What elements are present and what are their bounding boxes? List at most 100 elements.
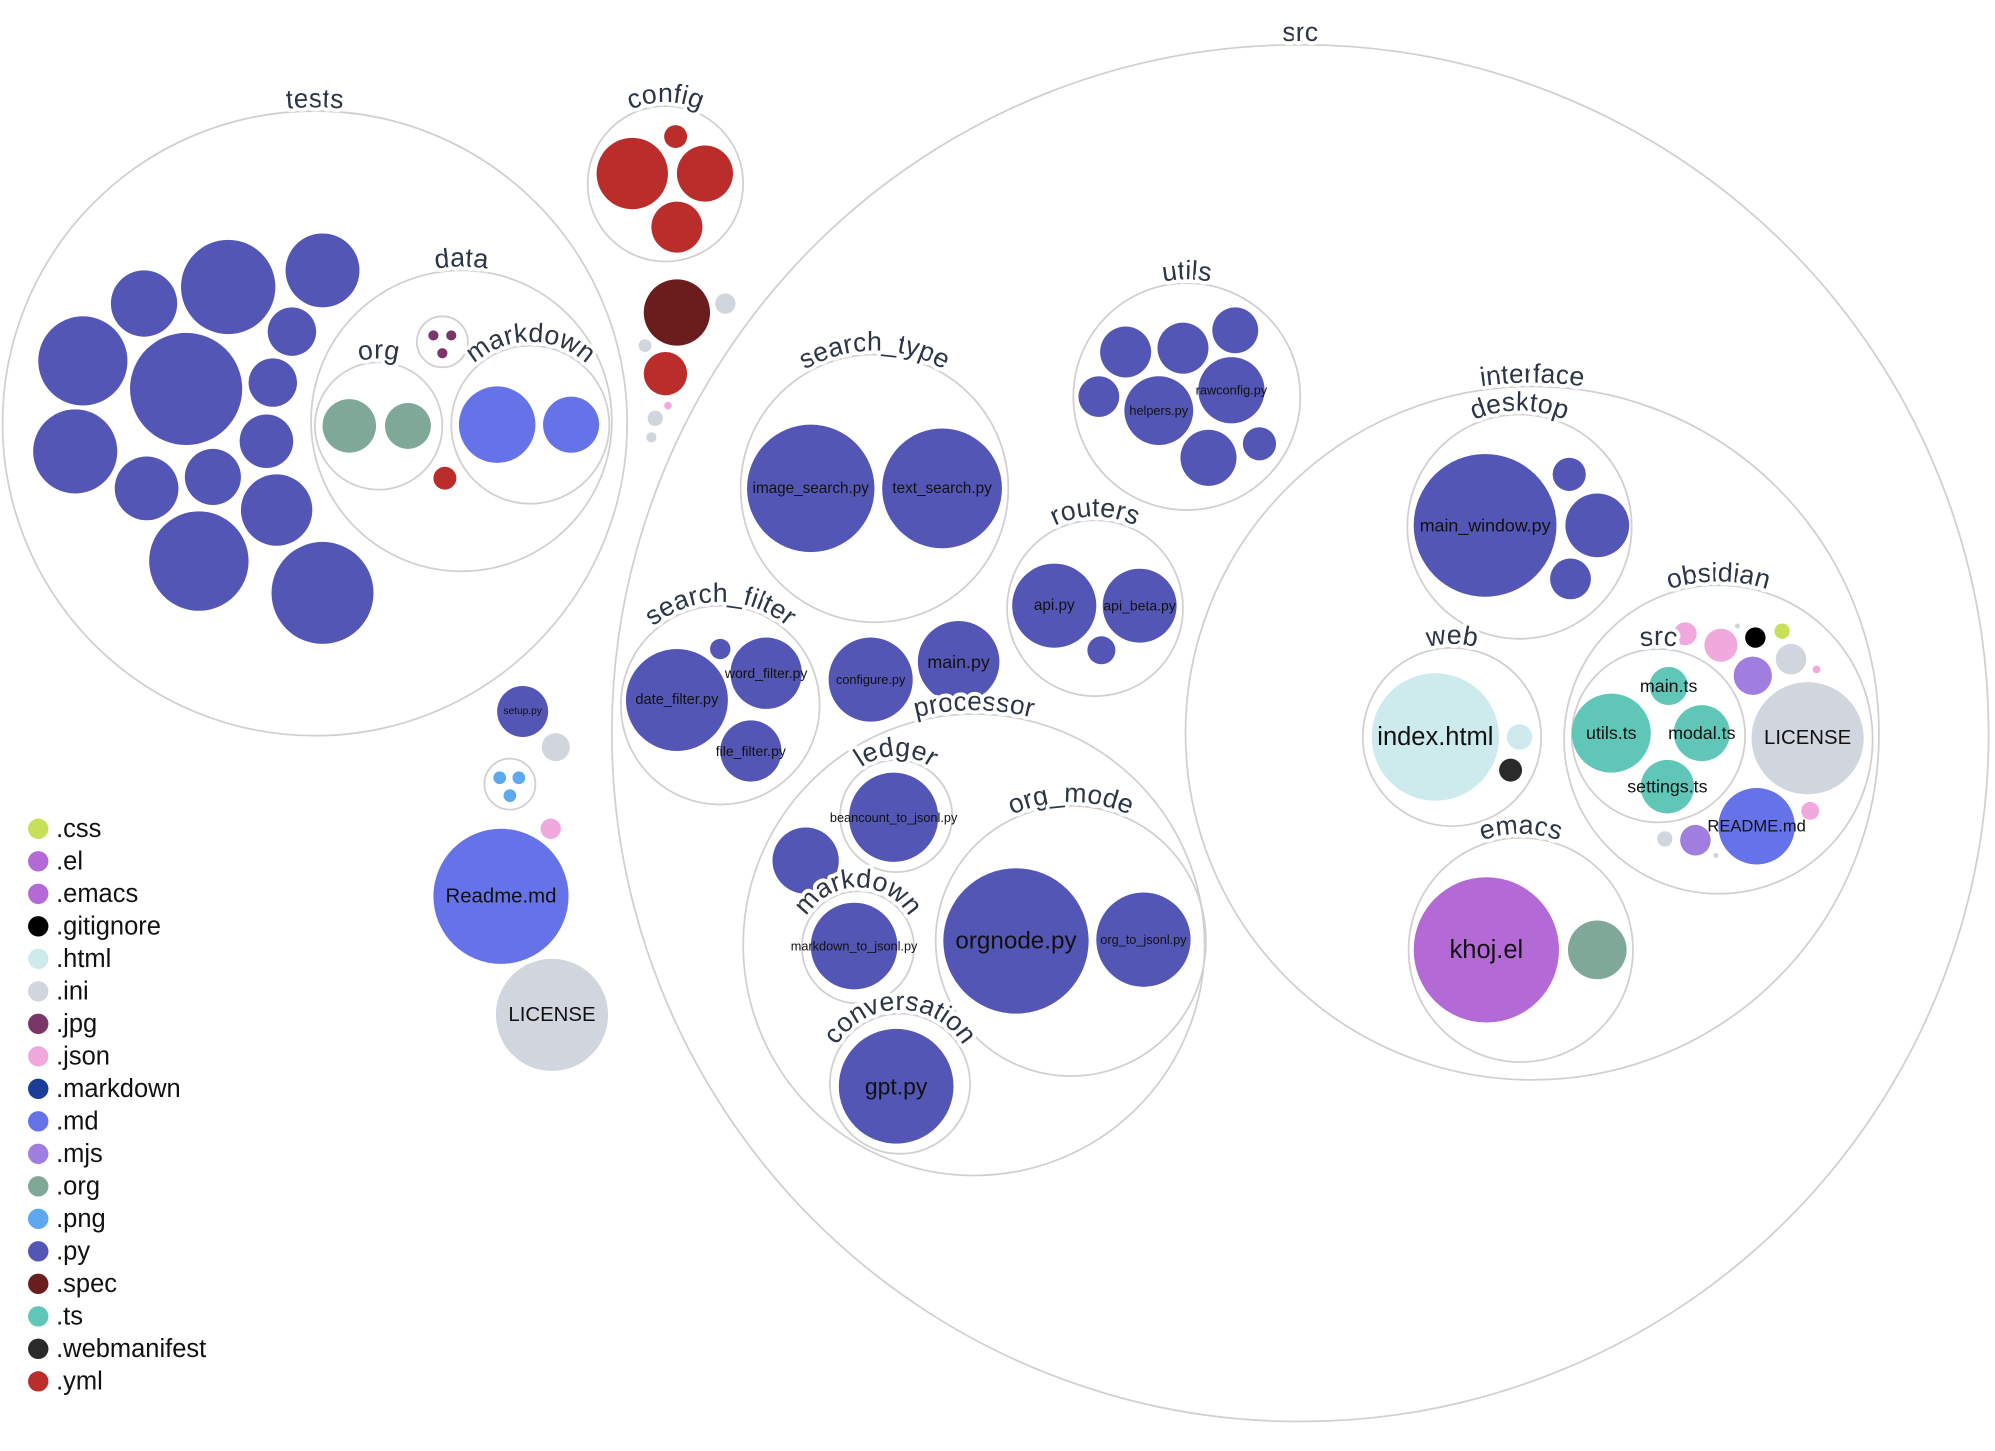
file-circle[interactable] [1571,693,1651,773]
folder-circle[interactable] [450,344,611,505]
file-circle[interactable] [1751,682,1864,795]
folder-circle[interactable] [619,604,821,806]
folder-circle[interactable] [828,1012,971,1155]
file-circle[interactable] [110,270,178,337]
folder-circle[interactable] [1361,646,1543,828]
file-circle[interactable] [1775,643,1807,675]
file-circle[interactable] [497,685,549,737]
folder-circle[interactable] [1072,282,1302,511]
file-circle[interactable] [1734,623,1741,629]
file-circle[interactable] [1649,666,1688,706]
file-circle[interactable] [1413,877,1560,1023]
file-circle[interactable] [810,902,898,990]
file-circle[interactable] [882,428,1002,549]
file-circle[interactable] [1552,457,1586,491]
file-circle[interactable] [433,828,569,964]
file-circle[interactable] [1640,759,1695,814]
file-circle[interactable] [1102,568,1177,643]
file-circle[interactable] [1733,656,1772,695]
folder-circle[interactable] [313,361,444,491]
file-circle[interactable] [240,474,313,546]
file-circle[interactable] [1652,629,1665,643]
file-circle[interactable] [651,201,703,253]
folder-circle[interactable] [1406,413,1633,640]
file-circle[interactable] [664,125,688,149]
file-circle[interactable] [1713,852,1719,859]
file-circle[interactable] [747,424,875,553]
file-circle[interactable] [1565,493,1630,558]
file-circle[interactable] [540,818,561,839]
file-circle[interactable] [643,279,711,346]
folder-circle[interactable] [586,105,745,263]
folder-circle[interactable] [934,804,1207,1077]
file-circle[interactable] [1673,705,1730,762]
file-circle[interactable] [828,637,913,722]
file-circle[interactable] [1506,724,1533,750]
file-circle[interactable] [285,233,360,308]
file-circle[interactable] [1198,357,1265,424]
file-circle[interactable] [1212,307,1259,354]
file-circle[interactable] [596,137,668,210]
file-circle[interactable] [1657,831,1673,847]
folder-circle[interactable] [415,315,469,369]
file-circle[interactable] [493,771,507,785]
file-circle[interactable] [917,620,1000,703]
file-circle[interactable] [1012,563,1097,648]
file-circle[interactable] [248,358,298,407]
file-circle[interactable] [543,396,600,453]
file-circle[interactable] [772,827,839,894]
file-circle[interactable] [720,720,782,782]
file-circle[interactable] [1704,628,1738,662]
file-circle[interactable] [647,410,663,426]
file-circle[interactable] [1087,636,1116,665]
folder-circle[interactable] [742,713,1206,1177]
file-circle[interactable] [715,293,736,314]
folder-circle[interactable] [1006,519,1184,698]
file-circle[interactable] [1550,558,1591,600]
file-circle[interactable] [1100,326,1152,378]
file-circle[interactable] [1745,627,1766,648]
folder-circle[interactable] [1570,648,1747,824]
file-circle[interactable] [1801,801,1820,820]
file-circle[interactable] [646,432,657,443]
folder-circle[interactable] [610,43,1990,1423]
file-circle[interactable] [322,399,377,453]
file-circle[interactable] [1180,429,1237,486]
file-circle[interactable] [730,637,802,709]
folder-circle[interactable] [1563,584,1874,895]
file-circle[interactable] [271,541,374,644]
file-circle[interactable] [1124,376,1194,446]
folder-circle[interactable] [739,353,1010,624]
folder-circle[interactable] [1407,836,1634,1063]
file-circle[interactable] [1413,453,1557,597]
file-circle[interactable] [239,414,294,468]
file-circle[interactable] [1718,787,1795,865]
file-circle[interactable] [1774,623,1790,639]
file-circle[interactable] [428,330,439,341]
folder-circle[interactable] [1184,385,1880,1081]
folder-circle[interactable] [839,759,954,873]
file-circle[interactable] [495,958,609,1071]
file-circle[interactable] [1812,665,1821,674]
file-circle[interactable] [114,456,179,521]
file-circle[interactable] [149,511,249,611]
file-circle[interactable] [446,330,457,341]
file-circle[interactable] [384,402,431,449]
file-circle[interactable] [1567,920,1627,980]
file-circle[interactable] [1371,673,1500,801]
file-circle[interactable] [1078,376,1120,418]
file-circle[interactable] [1499,758,1523,782]
file-circle[interactable] [848,772,939,862]
file-circle[interactable] [33,409,118,494]
file-circle[interactable] [625,649,728,751]
file-circle[interactable] [664,401,672,410]
file-circle[interactable] [643,351,688,396]
file-circle[interactable] [512,771,526,785]
folder-circle[interactable] [310,269,613,573]
file-circle[interactable] [838,1028,954,1144]
file-circle[interactable] [1096,892,1191,987]
file-circle[interactable] [1242,427,1277,461]
file-circle[interactable] [541,733,570,762]
file-circle[interactable] [184,448,241,505]
file-circle[interactable] [267,307,317,356]
